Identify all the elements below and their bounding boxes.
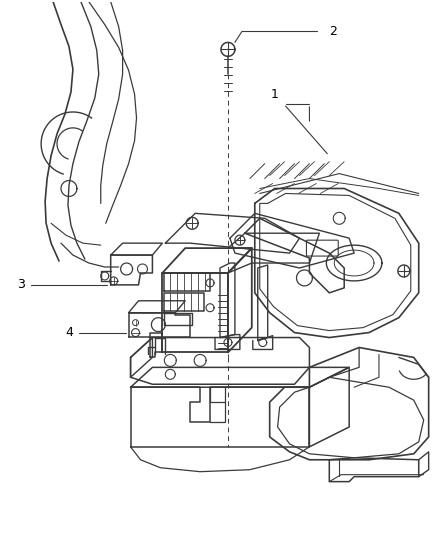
- Text: 4: 4: [65, 326, 73, 339]
- Text: 1: 1: [271, 88, 279, 101]
- Text: 3: 3: [18, 278, 25, 292]
- Text: 2: 2: [329, 25, 337, 38]
